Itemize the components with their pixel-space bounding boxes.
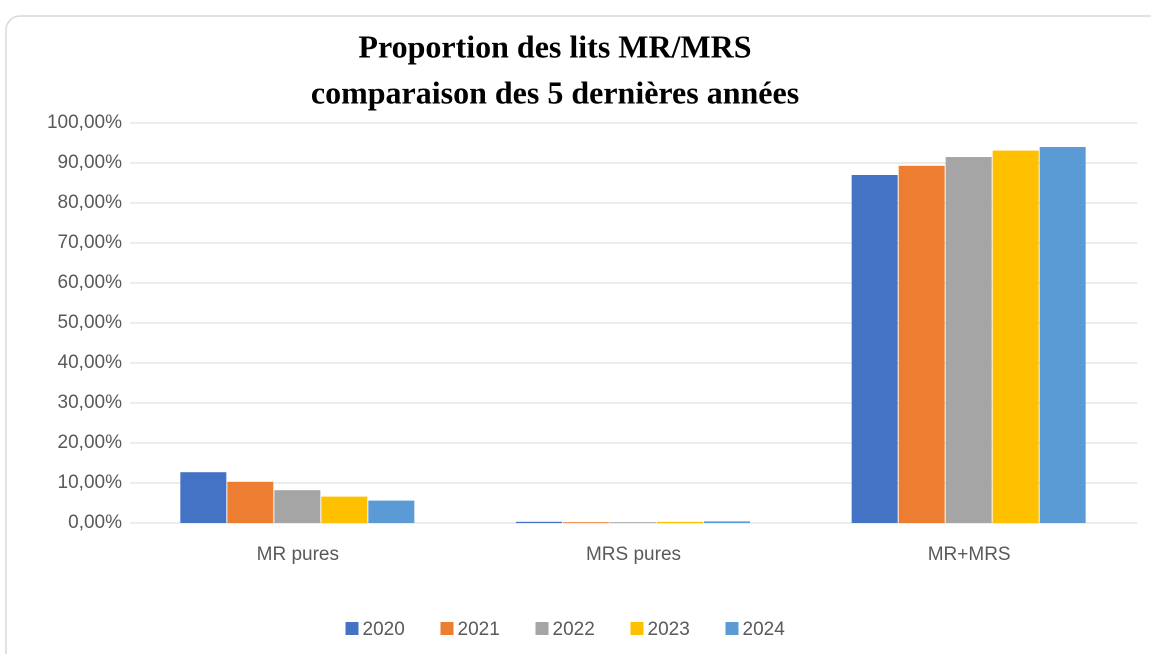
bar xyxy=(227,481,274,523)
bar xyxy=(368,500,415,523)
y-tick-label: 70,00% xyxy=(58,232,123,253)
x-tick-label: MRS pures xyxy=(586,544,681,565)
bar xyxy=(180,472,227,523)
legend-label: 2022 xyxy=(553,619,595,640)
bar xyxy=(321,496,368,523)
y-tick-label: 40,00% xyxy=(58,352,123,373)
y-tick-label: 30,00% xyxy=(58,392,123,413)
bar xyxy=(274,490,321,523)
bar xyxy=(563,522,609,523)
legend-swatch xyxy=(535,622,549,635)
chart-title: Proportion des lits MR/MRS xyxy=(358,28,751,64)
bar xyxy=(1039,147,1086,523)
y-tick-label: 0,00% xyxy=(68,512,122,533)
y-tick-label: 80,00% xyxy=(58,192,123,213)
y-tick-label: 10,00% xyxy=(58,472,123,493)
bar xyxy=(992,150,1039,523)
y-tick-label: 50,00% xyxy=(58,312,123,333)
legend-swatch xyxy=(725,622,739,635)
y-tick-label: 90,00% xyxy=(58,152,123,173)
legend-label: 2023 xyxy=(648,619,690,640)
bar xyxy=(516,521,562,523)
bar xyxy=(851,175,898,523)
bar xyxy=(704,521,750,523)
legend-swatch xyxy=(630,622,644,635)
bar xyxy=(945,157,992,523)
bar xyxy=(610,522,656,523)
y-tick-label: 20,00% xyxy=(58,432,123,453)
chart-title: comparaison des 5 dernières années xyxy=(311,74,799,110)
y-tick-label: 100,00% xyxy=(47,112,122,133)
legend-label: 2021 xyxy=(458,619,500,640)
legend-label: 2020 xyxy=(363,619,405,640)
x-tick-label: MR+MRS xyxy=(928,544,1011,565)
y-tick-label: 60,00% xyxy=(58,272,123,293)
legend-swatch xyxy=(440,622,454,635)
x-tick-label: MR pures xyxy=(257,544,339,565)
bar xyxy=(898,165,945,524)
legend-swatch xyxy=(345,622,359,635)
legend-label: 2024 xyxy=(743,619,786,640)
bar xyxy=(657,521,703,523)
